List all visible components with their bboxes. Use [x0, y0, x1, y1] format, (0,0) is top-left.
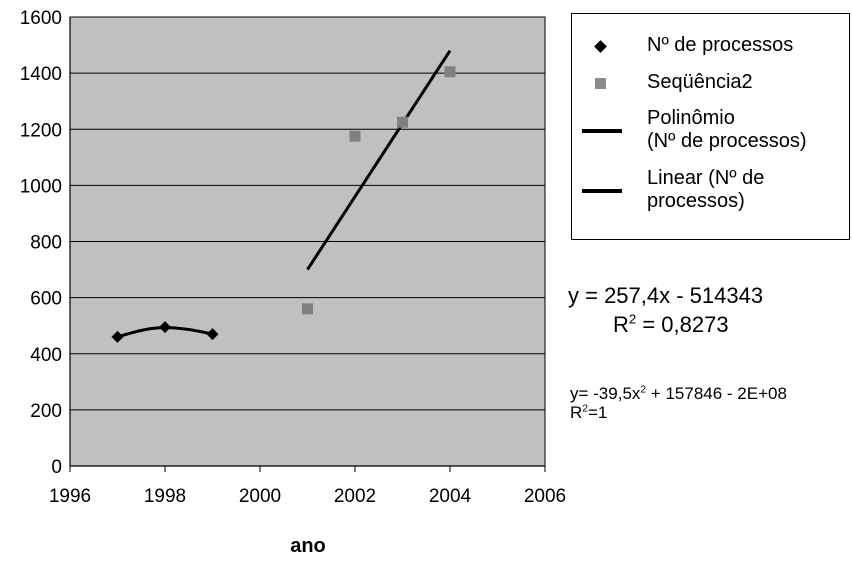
r-symbol: R	[613, 312, 629, 337]
legend-label: Seqüência2	[647, 71, 753, 93]
r-squared-value: =1	[587, 403, 608, 422]
axes	[69, 17, 546, 472]
x-tick-label: 2004	[429, 486, 472, 507]
x-tick-label: 2000	[239, 486, 281, 507]
polynomial-r-squared: R2=1	[570, 403, 607, 423]
legend-label-line2: (Nº de processos)	[647, 130, 807, 152]
equation-part: + 157846 - 2E+08	[646, 384, 787, 403]
y-tick-label: 0	[51, 457, 62, 478]
y-tick-label: 800	[30, 233, 62, 254]
data-point-diamond	[111, 330, 124, 343]
data-point-square	[397, 116, 408, 128]
y-tick-label: 200	[30, 401, 62, 422]
square-marker-icon	[595, 78, 606, 89]
linear-equation: y = 257,4x - 514343	[568, 283, 764, 308]
linear-trendline	[306, 49, 452, 271]
data-point-square	[444, 66, 456, 78]
y-tick-label: 1200	[20, 120, 62, 141]
data-point-diamond	[206, 328, 219, 341]
diamond-marker-icon	[594, 40, 607, 53]
legend-label-line1: Polinômio	[647, 107, 735, 129]
trendline-icon	[582, 129, 622, 133]
y-tick-labels: 0 200 400 600 800 1000 1200 1400 1600	[20, 8, 62, 478]
data-points	[111, 66, 456, 343]
x-axis-label: ano	[290, 535, 326, 557]
superscript: 2	[628, 311, 637, 327]
y-tick-label: 400	[30, 345, 62, 366]
y-tick-label: 1000	[20, 176, 62, 197]
polynomial-equation: y= -39,5x2 + 157846 - 2E+08	[570, 384, 787, 404]
r-symbol: R	[570, 403, 583, 422]
legend: Nº de processos Seqüência2 Polinômio (Nº…	[571, 13, 850, 240]
y-tick-label: 600	[30, 289, 62, 310]
data-point-square	[302, 303, 313, 315]
equation-part: y= -39,5x	[570, 384, 641, 403]
x-tick-label: 2006	[524, 486, 566, 507]
legend-label: Nº de processos	[647, 34, 794, 56]
gridlines	[70, 72, 545, 411]
data-point-square	[349, 130, 361, 142]
superscript: 2	[640, 384, 647, 396]
x-tick-label: 1998	[144, 486, 186, 507]
legend-label-line2: processos)	[647, 190, 745, 212]
superscript: 2	[582, 403, 588, 415]
linear-r-squared: R2 = 0,8273	[613, 312, 729, 338]
x-tick-label: 2002	[334, 486, 376, 507]
x-tick-label: 1996	[49, 486, 91, 507]
x-tick-labels: 1996 1998 2000 2002 2004 2006	[49, 486, 566, 507]
trendline-icon	[582, 189, 622, 193]
y-tick-label: 1400	[20, 64, 62, 85]
y-tick-label: 1600	[20, 8, 62, 29]
data-point-diamond	[159, 321, 171, 334]
r-squared-value: = 0,8273	[636, 312, 729, 337]
legend-label-line1: Linear (Nº de	[647, 167, 765, 189]
